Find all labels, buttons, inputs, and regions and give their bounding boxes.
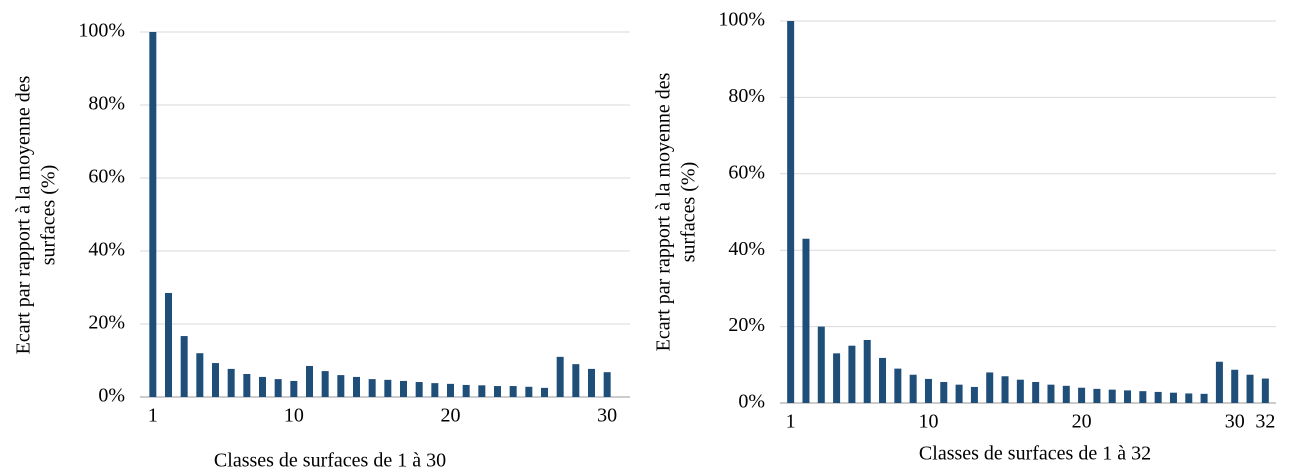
y-tick-label: 80% bbox=[728, 85, 765, 107]
x-axis-title: Classes de surfaces de 1 à 32 bbox=[919, 443, 1151, 465]
y-tick-label: 0% bbox=[98, 385, 125, 407]
bar bbox=[384, 379, 392, 397]
bar bbox=[243, 374, 251, 397]
bar bbox=[337, 375, 345, 397]
y-tick-label: 80% bbox=[88, 93, 125, 115]
bar bbox=[1246, 374, 1254, 403]
x-tick-label: 1 bbox=[148, 405, 158, 427]
bar bbox=[1154, 391, 1162, 403]
bar bbox=[1016, 379, 1024, 403]
bar bbox=[940, 381, 948, 403]
bar bbox=[259, 376, 266, 397]
bar bbox=[848, 345, 856, 403]
bar bbox=[970, 386, 978, 403]
bar bbox=[415, 382, 423, 397]
y-axis-title: Ecart par rapport à la moyenne des bbox=[653, 72, 675, 351]
bar bbox=[306, 365, 313, 397]
bar bbox=[1261, 378, 1269, 403]
bar bbox=[1108, 389, 1116, 403]
bar bbox=[986, 372, 994, 403]
bar bbox=[879, 357, 887, 403]
bar bbox=[894, 368, 902, 403]
bar bbox=[1001, 376, 1009, 403]
bar bbox=[149, 32, 157, 397]
x-tick-label: 20 bbox=[441, 405, 461, 427]
bar bbox=[572, 364, 580, 397]
bar bbox=[180, 336, 188, 397]
x-axis-title: Classes de surfaces de 1 à 30 bbox=[214, 450, 446, 472]
bar bbox=[1047, 384, 1055, 403]
bar bbox=[196, 353, 204, 397]
x-tick-label: 10 bbox=[918, 411, 938, 433]
bar bbox=[525, 386, 533, 397]
y-tick-label: 100% bbox=[78, 20, 125, 42]
bar bbox=[1231, 369, 1239, 403]
y-tick-label: 0% bbox=[738, 391, 765, 413]
bar bbox=[400, 380, 407, 397]
y-axis-title: surfaces (%) bbox=[678, 162, 700, 263]
x-tick-label: 30 bbox=[597, 405, 617, 427]
bar bbox=[353, 376, 360, 397]
x-tick-label: 32 bbox=[1255, 411, 1275, 433]
bar bbox=[588, 368, 595, 397]
bar bbox=[1169, 392, 1177, 403]
bar bbox=[817, 326, 825, 403]
y-tick-label: 100% bbox=[718, 9, 765, 31]
x-tick-label: 10 bbox=[284, 405, 304, 427]
bar bbox=[368, 379, 376, 397]
x-tick-label: 1 bbox=[786, 411, 796, 433]
y-tick-label: 60% bbox=[728, 161, 765, 183]
y-tick-label: 40% bbox=[88, 239, 125, 261]
bar bbox=[1215, 361, 1223, 403]
bar bbox=[1200, 393, 1208, 403]
bar bbox=[1185, 393, 1193, 403]
y-axis-title: surfaces (%) bbox=[38, 165, 60, 266]
bar bbox=[863, 339, 871, 403]
bar bbox=[1078, 387, 1086, 403]
y-tick-label: 40% bbox=[728, 238, 765, 260]
x-tick-label: 20 bbox=[1072, 411, 1092, 433]
bar bbox=[924, 378, 932, 403]
x-tick-label: 30 bbox=[1225, 411, 1245, 433]
bar bbox=[1062, 385, 1070, 403]
bar bbox=[212, 363, 219, 397]
y-tick-label: 60% bbox=[88, 166, 125, 188]
bar bbox=[833, 353, 841, 403]
bar bbox=[1032, 381, 1040, 403]
bar bbox=[955, 384, 963, 403]
y-tick-label: 20% bbox=[728, 314, 765, 336]
bar bbox=[541, 387, 548, 397]
bar bbox=[227, 368, 235, 397]
bar bbox=[509, 386, 517, 397]
bar bbox=[165, 292, 172, 397]
bar bbox=[321, 371, 329, 397]
bar bbox=[494, 386, 501, 397]
bar bbox=[462, 384, 470, 397]
bar bbox=[802, 238, 810, 403]
bar bbox=[787, 21, 795, 403]
bar bbox=[1124, 390, 1132, 403]
y-tick-label: 20% bbox=[88, 312, 125, 334]
bar bbox=[556, 356, 564, 397]
bar bbox=[447, 383, 454, 397]
y-axis-title: Ecart par rapport à la moyenne des bbox=[13, 75, 35, 354]
bar bbox=[274, 379, 282, 397]
bar bbox=[290, 380, 298, 397]
bar bbox=[909, 374, 917, 403]
bar bbox=[431, 383, 439, 397]
bar bbox=[1139, 391, 1147, 403]
bar bbox=[1093, 388, 1101, 403]
bar bbox=[603, 372, 611, 397]
bar bbox=[478, 385, 486, 397]
